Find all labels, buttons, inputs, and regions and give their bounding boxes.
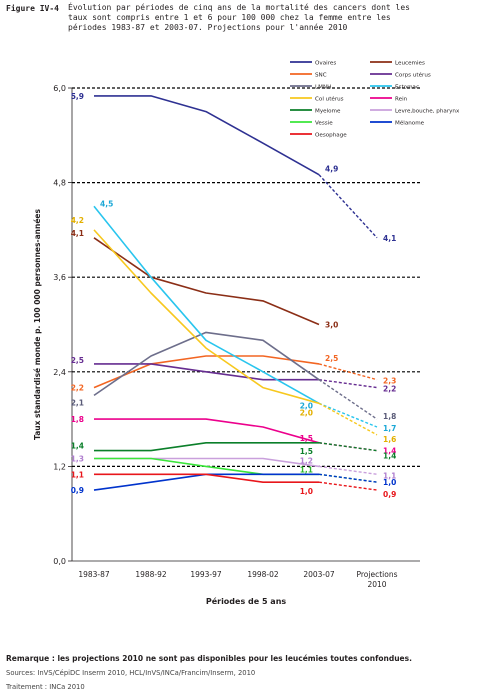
- data-label-oesophage: 1,0: [300, 487, 313, 496]
- data-label-myelome: 1,4: [71, 442, 84, 451]
- y-tick-label: 0,0: [53, 557, 66, 566]
- line-chart: 0,0 1,2 2,4 3,6 4,8 6,0 1983-87 1988-92 1993-97 1…: [33, 61, 460, 607]
- series-line-estomac: [93, 205, 320, 404]
- legend-label-m-lanome: Mélanome: [395, 120, 425, 127]
- data-label-levre-bouche-pharynx: 1,1: [383, 471, 396, 480]
- series-line-lmnh: [93, 331, 320, 397]
- legend-label-vessie: Vessie: [315, 121, 333, 127]
- series-line-corps-ut-rus: [94, 363, 319, 381]
- legend-label-levre-bouche-pharynx: Levre,bouche, pharynx: [395, 109, 460, 115]
- projection-line-m-lanome: [318, 473, 378, 483]
- x-axis-title: Périodes de 5 ans: [206, 596, 287, 606]
- data-label-estomac: 2,0: [300, 401, 313, 410]
- data-label-estomac: 4,5: [100, 199, 113, 208]
- legend-label-snc: SNC: [315, 73, 327, 79]
- y-tick-label: 4,8: [53, 179, 66, 188]
- projection-line-vessie: [318, 473, 378, 483]
- series-line-ovaires: [94, 95, 320, 176]
- legend-label-leucemies: Leucemies: [395, 61, 425, 67]
- data-label-col-ut-rus: 2,0: [300, 408, 313, 417]
- data-label-leucemies: 4,1: [71, 229, 84, 238]
- figure-title-line-3: périodes 1983-87 et 2003-07. Projections…: [68, 23, 348, 32]
- series-line-oesophage: [94, 473, 319, 484]
- data-label-lmnh: 2,1: [71, 398, 84, 407]
- y-tick-label: 6,0: [53, 84, 66, 93]
- data-label-ovaires: 4,1: [383, 234, 396, 243]
- x-tick-label: 1998-02: [247, 570, 279, 579]
- data-label-ovaires: 4,9: [325, 165, 338, 174]
- x-tick-label-cont: 2010: [367, 580, 386, 589]
- data-label-estomac: 1,7: [383, 424, 396, 433]
- data-label-oesophage: 1,1: [71, 470, 84, 479]
- y-tick-label: 2,4: [53, 368, 66, 377]
- data-label-lmnh: 1,8: [383, 412, 396, 421]
- figure-title-line-1: Évolution par périodes de cinq ans de la…: [68, 3, 410, 12]
- projection-line-col-ut-rus: [318, 402, 378, 436]
- data-label-m-lanome: 1,0: [383, 478, 396, 487]
- legend-label-estomac: Estomac: [395, 85, 419, 91]
- data-label-snc: 2,3: [383, 377, 396, 386]
- series-line-rein: [94, 418, 320, 444]
- x-tick-label: 1993-97: [190, 570, 222, 579]
- legend-label-myelome: Myelome: [315, 109, 341, 115]
- figure-title: Évolution par périodes de cinq ans de la…: [68, 3, 473, 33]
- legend-label-col-ut-rus: Col utérus: [315, 96, 344, 103]
- projection-line-levre-bouche-pharynx: [318, 465, 378, 475]
- figure-title-line-2: taux sont compris entre 1 et 6 pour 100 …: [68, 13, 391, 22]
- series-line-myelome: [94, 441, 319, 452]
- data-label-rein: 1,4: [383, 447, 396, 456]
- legend-label-oesophage: Oesophage: [315, 133, 347, 139]
- data-label-ovaires: 5,9: [71, 92, 84, 101]
- projection-line-oesophage: [318, 481, 378, 491]
- x-tick-label: 1988-92: [135, 570, 167, 579]
- data-label-col-ut-rus: 4,2: [71, 216, 84, 225]
- remark-note: Remarque : les projections 2010 ne sont …: [6, 654, 412, 663]
- series-line-snc: [93, 355, 320, 389]
- legend-label-corps-ut-rus: Corps utérus: [395, 72, 431, 79]
- data-label-rein: 1,8: [71, 415, 84, 424]
- data-label-oesophage: 0,9: [383, 490, 396, 499]
- y-tick-label: 3,6: [53, 273, 66, 282]
- data-label-myelome: 1,4: [383, 452, 396, 461]
- data-label-m-lanome: 0,9: [71, 486, 84, 495]
- sources-note: Sources: InVS/CépiDC Inserm 2010, HCL/In…: [6, 669, 256, 677]
- projection-line-lmnh: [318, 379, 378, 420]
- projection-line-myelome: [318, 442, 378, 452]
- projection-line-rein: [318, 442, 378, 452]
- data-label-vessie: 1,1: [300, 465, 313, 474]
- traitement-note: Traitement : INCa 2010: [6, 683, 85, 691]
- y-axis-title: Taux standardisé monde p. 100 000 person…: [33, 209, 42, 440]
- projection-line-snc: [318, 363, 378, 381]
- series-line-levre-bouche-pharynx: [94, 457, 320, 468]
- data-label-rein: 1,5: [300, 434, 313, 443]
- data-label-levre-bouche-pharynx: 1,3: [71, 455, 84, 464]
- projection-line-estomac: [318, 402, 378, 428]
- x-tick-label: Projections: [357, 570, 398, 579]
- data-label-snc: 2,2: [71, 384, 84, 393]
- y-tick-label: 1,2: [53, 462, 66, 471]
- legend-label-rein: Rein: [395, 97, 408, 103]
- data-label-corps-ut-rus: 2,5: [71, 356, 84, 365]
- legend-label-lmnh: LMNH: [315, 85, 331, 91]
- data-label-snc: 2,5: [325, 354, 338, 363]
- projection-line-ovaires: [318, 174, 378, 239]
- legend-label-ovaires: Ovaires: [315, 61, 336, 67]
- series-line-col-ut-rus: [93, 229, 320, 405]
- data-label-levre-bouche-pharynx: 1,2: [300, 456, 313, 465]
- data-label-leucemies: 3,0: [325, 321, 338, 330]
- x-tick-label: 2003-07: [303, 570, 335, 579]
- data-label-myelome: 1,5: [300, 447, 313, 456]
- series-line-leucemies: [93, 237, 320, 326]
- x-tick-label: 1983-87: [78, 570, 110, 579]
- figure-label: Figure IV-4: [6, 4, 59, 13]
- data-label-col-ut-rus: 1,6: [383, 435, 396, 444]
- data-label-corps-ut-rus: 2,2: [383, 385, 396, 394]
